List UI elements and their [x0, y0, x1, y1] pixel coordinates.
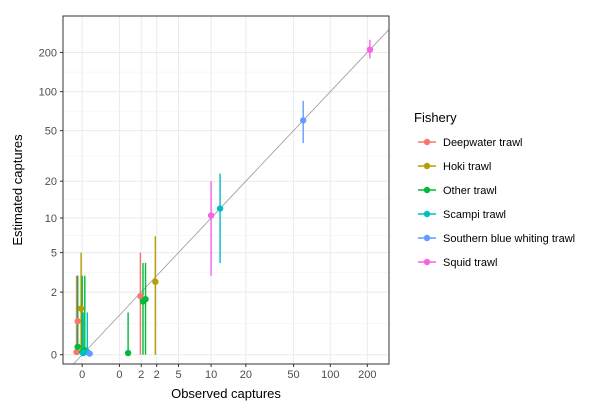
error-bars [75, 39, 371, 355]
legend-key-point [423, 210, 431, 218]
legend-key-point [423, 186, 431, 194]
y-tick-label: 5 [51, 248, 57, 260]
plot-panel [63, 16, 389, 364]
data-point [366, 46, 374, 53]
x-axis-ticks: 0 2 5 10 20 50 100 200 0 2 [79, 364, 376, 381]
y-tick-label: 20 [45, 176, 57, 188]
x-axis-title: Observed captures [171, 386, 281, 401]
y-tick-label: 0 [51, 350, 57, 362]
data-points [73, 46, 374, 357]
data-point [137, 292, 144, 300]
data-point [207, 212, 215, 219]
x-tick-label: 5 [175, 369, 181, 381]
data-point [152, 278, 159, 285]
legend: Fishery Deepwater trawl Hoki trawl Other t… [414, 110, 575, 269]
legend-title: Fishery [414, 110, 457, 125]
legend-label: Southern blue whiting trawl [443, 233, 575, 245]
grid-major [63, 16, 389, 364]
data-point [74, 318, 81, 325]
data-point [124, 349, 132, 357]
data-point [142, 295, 149, 303]
x-tick-label: 2 [138, 369, 144, 381]
data-point [299, 117, 307, 124]
legend-key-point [423, 234, 431, 242]
legend-key-point [423, 138, 431, 146]
legend-key-point [423, 162, 431, 170]
data-point [216, 205, 224, 212]
legend-label: Deepwater trawl [443, 137, 522, 149]
y-axis-title: Estimated captures [10, 134, 25, 246]
legend-label: Squid trawl [443, 257, 497, 269]
y-tick-label: 200 [39, 47, 57, 59]
legend-label: Other trawl [443, 185, 497, 197]
y-axis-ticks: 0 2 5 10 20 50 100 200 [39, 47, 63, 362]
data-point [73, 348, 80, 356]
data-point [74, 343, 81, 350]
y-tick-label: 10 [45, 213, 57, 225]
data-point [86, 350, 93, 357]
data-point [77, 305, 85, 312]
y-tick-label: 2 [51, 287, 57, 299]
x-tick-label: 50 [287, 369, 299, 381]
grid-minor [63, 71, 389, 324]
y-tick-label: 50 [45, 126, 57, 138]
x-tick-label: 200 [358, 369, 376, 381]
legend-label: Hoki trawl [443, 161, 491, 173]
x-tick-label: 20 [240, 369, 252, 381]
x-tick-label: 10 [205, 369, 217, 381]
x-tick-label: 0 [116, 369, 122, 381]
legend-label: Scampi trawl [443, 209, 506, 221]
reference-line [73, 29, 390, 365]
legend-key-point [423, 258, 431, 266]
y-tick-label: 100 [39, 87, 57, 99]
x-tick-label: 0 [79, 369, 85, 381]
x-tick-label: 100 [321, 369, 339, 381]
x-tick-label: 2 [154, 369, 160, 381]
plot-panel-border [62, 15, 390, 365]
